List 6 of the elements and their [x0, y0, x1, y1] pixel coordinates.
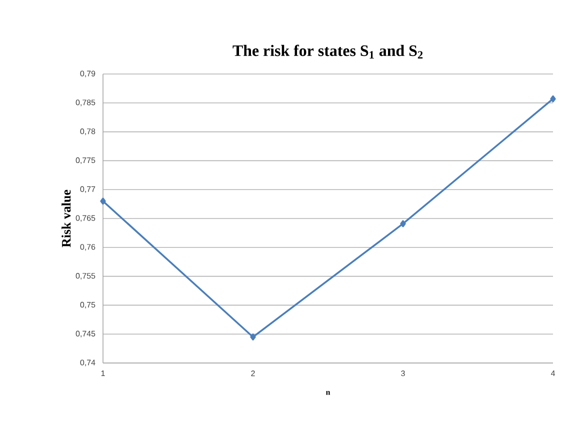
- point: [100, 198, 106, 205]
- y-axis-title: Risk value: [62, 190, 71, 248]
- point: [550, 95, 556, 102]
- point: [250, 334, 256, 340]
- point: [400, 220, 406, 228]
- chart-title: The risk for states S$_{1}$ and S$_{2}$: [232, 44, 423, 59]
